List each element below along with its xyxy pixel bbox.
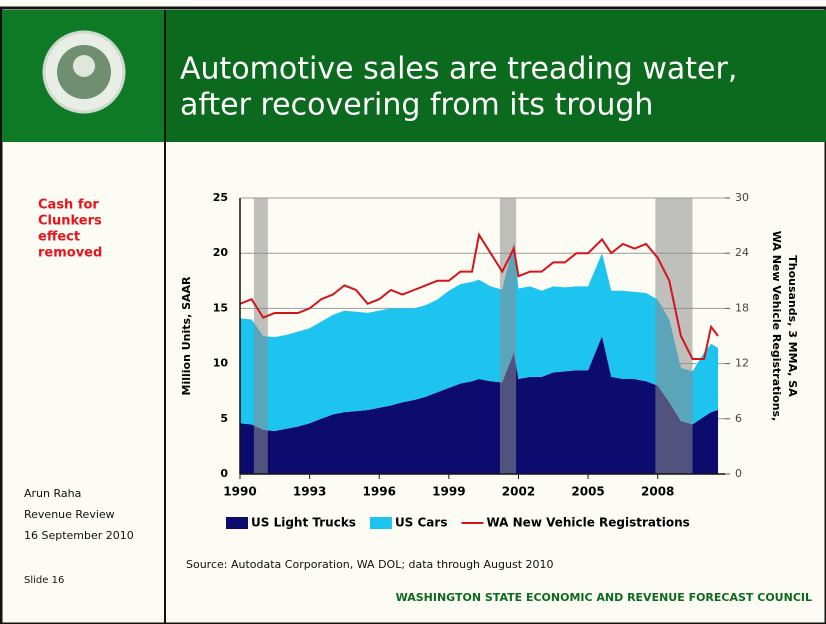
legend-swatch [369,517,392,529]
legend-swatch [226,517,248,529]
y-tick-label: 10 [213,357,229,370]
slide-number: Slide 16 [24,575,64,586]
x-tick-label: 1996 [363,485,396,499]
x-tick-label: 2005 [571,485,604,499]
y2-tick-label: 30 [735,191,749,204]
line [239,232,719,360]
author-line: Revenue Review [24,508,115,521]
y2-tick-label: 6 [735,412,742,425]
y2-axis-label: Thousands, 3 MMA, SA [786,255,799,397]
chart: 0 5 10 15 20 25 0 6 12 18 24 30 1990 1993 1996 1999 2002… [180,191,799,530]
x-tick-label: 1999 [432,485,465,499]
area [240,336,719,474]
x-tick-label: 1993 [293,485,326,499]
recession-band [499,198,517,474]
y-tick-label: 5 [220,412,228,425]
area [240,242,719,431]
legend-label: US Cars [395,516,448,530]
recession-band [253,198,268,474]
note-line: effect [38,230,80,245]
seal-portrait [73,55,95,77]
y-axis-label: Million Units, SAAR [180,276,193,396]
y2-tick-label: 24 [735,246,749,259]
source: Source: Autodata Corporation, WA DOL; da… [186,558,554,571]
title-line: Automotive sales are treading water, [180,52,737,87]
x-tick-label: 2002 [502,485,535,499]
footer: WASHINGTON STATE ECONOMIC AND REVENUE FO… [396,591,812,604]
y2-axis-label: WA New Vehicle Registrations, [770,231,783,422]
x-tick-label: 1990 [223,485,256,499]
x-tick-label: 2008 [641,485,674,499]
author-line: Arun Raha [24,487,81,500]
note-line: removed [38,246,102,261]
y2-tick-label: 18 [735,301,749,314]
author-line: 16 September 2010 [24,529,134,542]
y-tick-label: 25 [213,191,228,204]
y2-tick-label: 0 [735,467,742,480]
author: Arun Raha Revenue Review 16 September 2010 [24,487,134,542]
legend-label: US Light Trucks [251,516,356,530]
y-tick-label: 20 [213,246,229,259]
y2-tick-label: 12 [735,357,749,370]
title-line: after recovering from its trough [180,88,653,123]
note-line: Clunkers [38,214,102,229]
recession-band [655,198,693,474]
y-tick-label: 0 [220,467,228,480]
note-line: Cash for [38,198,99,213]
title: Automotive sales are treading water,afte… [180,52,737,123]
legend-label: WA New Vehicle Registrations [486,516,689,530]
border [0,6,826,624]
y-tick-label: 15 [213,301,228,314]
